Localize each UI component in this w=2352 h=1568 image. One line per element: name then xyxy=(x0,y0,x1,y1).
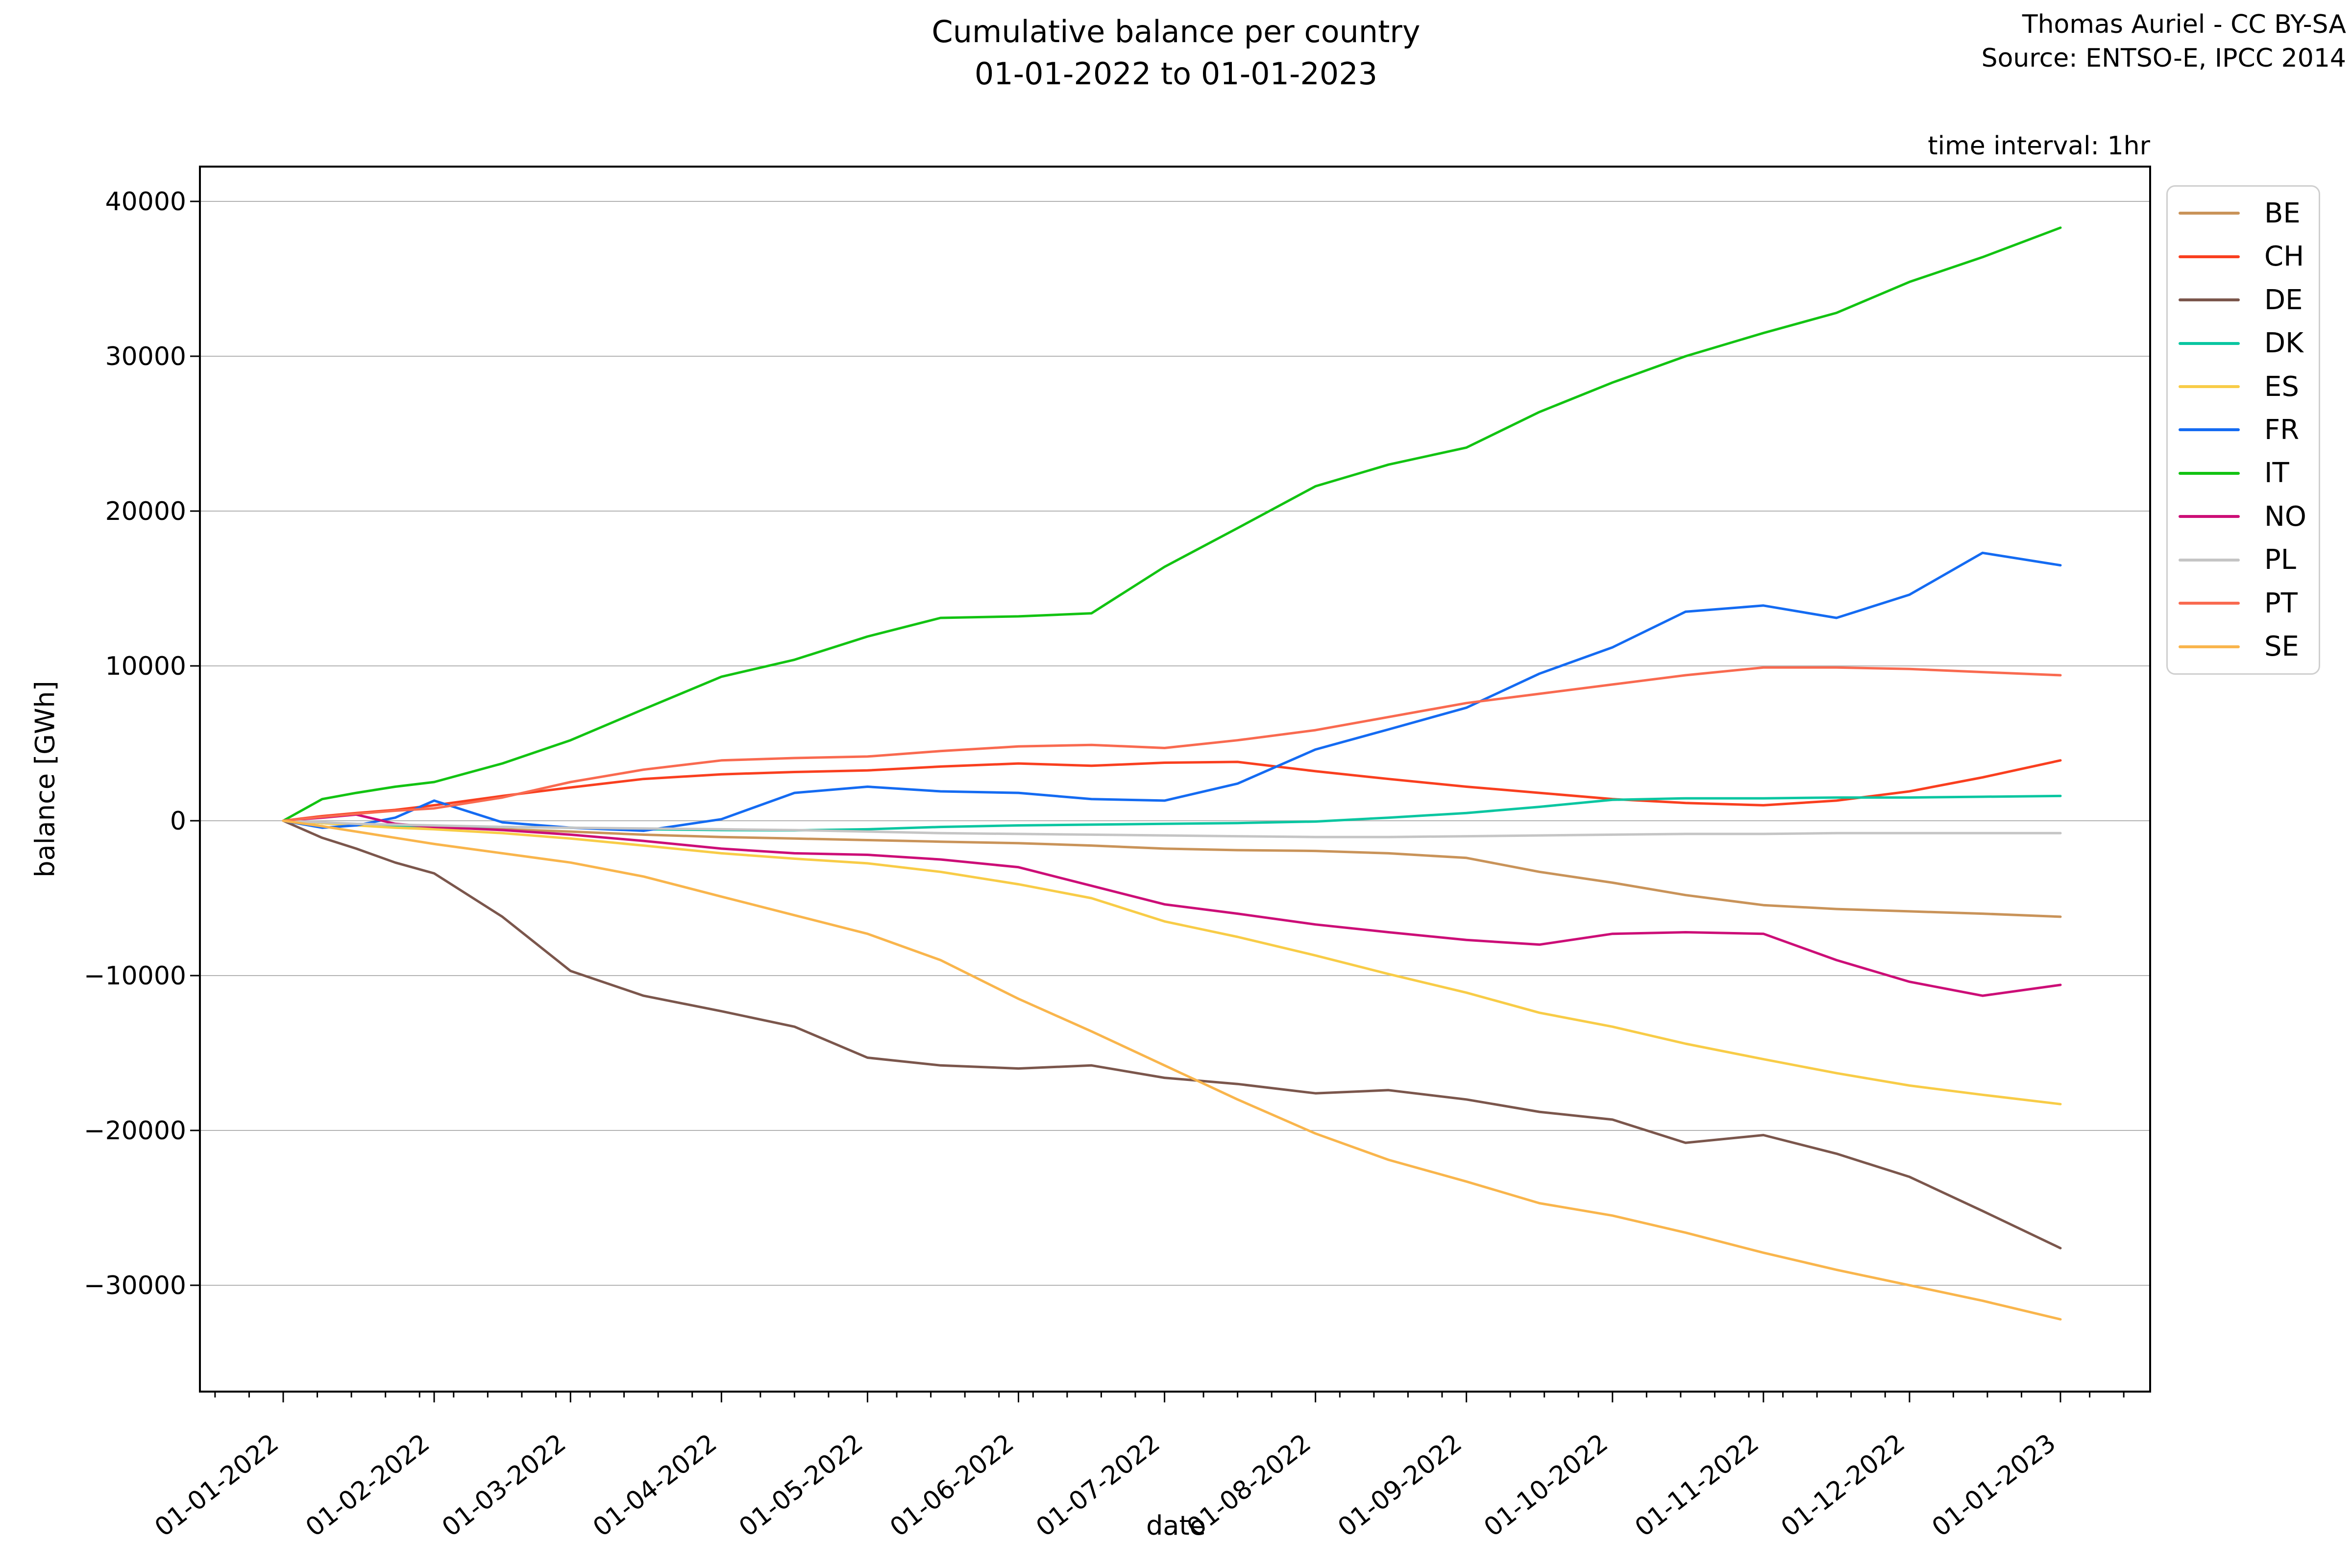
chart-title-line1: Cumulative balance per country xyxy=(931,14,1421,49)
attribution-source: Source: ENTSO-E, IPCC 2014 xyxy=(1981,43,2346,73)
legend-label-FR: FR xyxy=(2264,414,2300,446)
legend-item-NO: NO xyxy=(2168,495,2319,538)
legend-item-BE: BE xyxy=(2168,192,2319,235)
y-axis-label: balance [GWh] xyxy=(29,681,61,878)
series-line-DE xyxy=(282,819,2062,1250)
x-tick-labels: 01-01-2022 01-02-2022 01-03-2022 01-04-2022… xyxy=(149,1428,2061,1543)
legend-label-PL: PL xyxy=(2264,544,2296,576)
interval-label: time interval: 1hr xyxy=(1928,131,2150,161)
series-line-SE xyxy=(282,819,2062,1321)
attribution-author: Thomas Auriel - CC BY-SA xyxy=(2022,10,2346,39)
series-lines xyxy=(282,226,2062,1321)
legend-box: BE CH DE DK ES FR IT NO PL PT SE xyxy=(2166,185,2320,675)
axis-ticks xyxy=(190,200,2125,1402)
series-line-FR xyxy=(282,551,2062,832)
chart-title-line2: 01-01-2022 to 01-01-2023 xyxy=(974,55,1378,92)
legend-label-DE: DE xyxy=(2264,284,2303,316)
legend-item-DK: DK xyxy=(2168,321,2319,365)
gridlines xyxy=(200,201,2150,1286)
x-tick-label: 01-06-2022 xyxy=(884,1428,1019,1543)
legend-line-swatch-PL xyxy=(2179,558,2240,562)
x-tick-label: 01-10-2022 xyxy=(1479,1428,1614,1543)
series-line-PL xyxy=(282,819,2062,838)
legend-line-swatch-SE xyxy=(2179,645,2240,648)
legend-line-swatch-IT xyxy=(2179,471,2240,475)
legend-label-CH: CH xyxy=(2264,241,2304,273)
x-axis-label: date xyxy=(1146,1510,1206,1541)
page-title: Cumulative balance per country 01-01-202… xyxy=(931,11,1420,95)
x-tick-label: 01-01-2022 xyxy=(149,1428,284,1543)
legend-item-CH: CH xyxy=(2168,235,2319,278)
y-tick-labels: 40000 30000 20000 10000 0 −10000 −20000 −30000 xyxy=(84,187,186,1300)
legend-line-swatch-DE xyxy=(2179,298,2240,302)
x-tick-label: 01-12-2022 xyxy=(1776,1428,1911,1543)
x-tick-label: 01-04-2022 xyxy=(588,1428,722,1543)
series-line-NO xyxy=(282,813,2062,997)
legend-label-SE: SE xyxy=(2264,631,2299,663)
legend-label-DK: DK xyxy=(2264,327,2303,360)
plot-border xyxy=(199,166,2151,1393)
legend-line-swatch-DK xyxy=(2179,342,2240,345)
legend-item-SE: SE xyxy=(2168,625,2319,668)
legend-line-swatch-BE xyxy=(2179,212,2240,215)
y-tick-label: −30000 xyxy=(84,1271,186,1300)
legend-item-PT: PT xyxy=(2168,582,2319,625)
x-tick-label: 01-11-2022 xyxy=(1630,1428,1764,1543)
legend-item-IT: IT xyxy=(2168,452,2319,495)
legend-label-NO: NO xyxy=(2264,500,2306,533)
series-line-IT xyxy=(282,226,2062,822)
legend-item-ES: ES xyxy=(2168,365,2319,408)
series-line-PT xyxy=(282,666,2062,822)
y-tick-label: 40000 xyxy=(105,187,186,217)
series-line-ES xyxy=(282,819,2062,1105)
x-tick-label: 01-09-2022 xyxy=(1333,1428,1468,1543)
legend-label-BE: BE xyxy=(2264,197,2301,229)
legend-line-swatch-PT xyxy=(2179,602,2240,605)
x-tick-label: 01-07-2022 xyxy=(1031,1428,1166,1543)
legend-item-PL: PL xyxy=(2168,539,2319,582)
attribution: Thomas Auriel - CC BY-SA Source: ENTSO-E… xyxy=(1982,8,2346,75)
legend-item-FR: FR xyxy=(2168,408,2319,451)
y-tick-label: 30000 xyxy=(105,342,186,371)
legend-item-DE: DE xyxy=(2168,278,2319,321)
y-tick-label: 20000 xyxy=(105,497,186,526)
y-tick-label: −20000 xyxy=(84,1116,186,1146)
x-tick-label: 01-01-2023 xyxy=(1927,1428,2061,1543)
y-tick-label: −10000 xyxy=(84,961,186,991)
legend-label-IT: IT xyxy=(2264,457,2289,490)
legend-label-PT: PT xyxy=(2264,587,2298,619)
legend-line-swatch-NO xyxy=(2179,515,2240,518)
legend-line-swatch-FR xyxy=(2179,428,2240,432)
x-tick-label: 01-02-2022 xyxy=(300,1428,435,1543)
legend-line-swatch-CH xyxy=(2179,255,2240,258)
y-tick-label: 10000 xyxy=(105,652,186,681)
legend-label-ES: ES xyxy=(2264,370,2299,403)
legend-line-swatch-ES xyxy=(2179,385,2240,389)
y-tick-label: 0 xyxy=(170,807,186,836)
series-line-CH xyxy=(282,759,2062,822)
x-tick-label: 01-05-2022 xyxy=(734,1428,868,1543)
x-tick-label: 01-03-2022 xyxy=(437,1428,571,1543)
